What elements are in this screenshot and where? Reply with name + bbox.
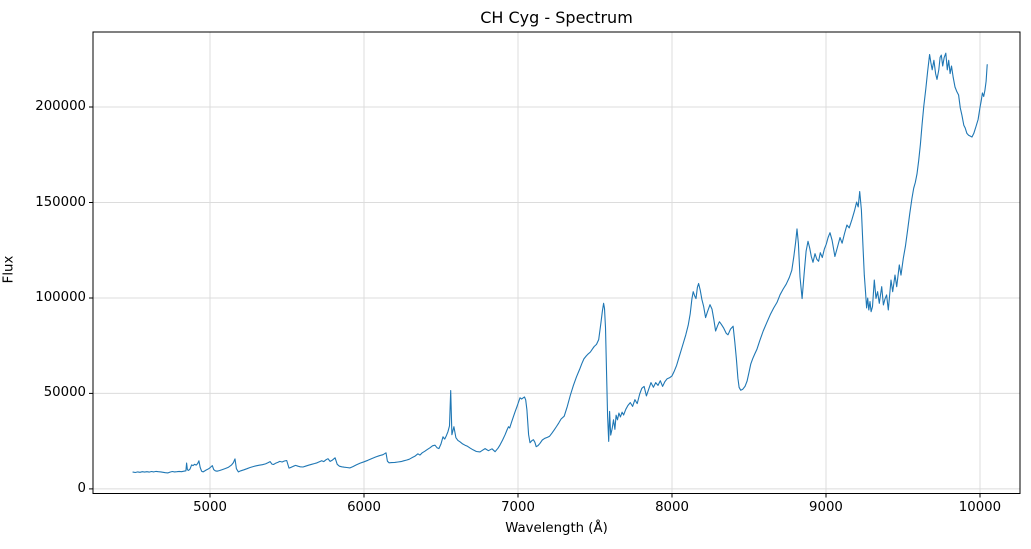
y-tick-label: 50000 <box>43 385 86 401</box>
x-tick-label: 5000 <box>193 500 227 515</box>
x-tick-label: 7000 <box>501 500 535 515</box>
y-tick-label: 150000 <box>35 194 86 210</box>
chart-title: CH Cyg - Spectrum <box>480 8 633 27</box>
y-tick-label: 100000 <box>35 289 86 305</box>
y-tick-label: 200000 <box>35 99 86 115</box>
x-axis-label: Wavelength (Å) <box>505 521 608 536</box>
y-axis-label: Flux <box>1 255 17 284</box>
y-tick-label: 0 <box>77 480 86 496</box>
x-tick-label: 6000 <box>347 500 381 515</box>
x-tick-label: 10000 <box>958 500 1002 515</box>
plot-border <box>92 31 1021 494</box>
x-tick-label: 9000 <box>809 500 843 515</box>
spectrum-line <box>132 52 988 474</box>
x-tick-label: 8000 <box>655 500 689 515</box>
